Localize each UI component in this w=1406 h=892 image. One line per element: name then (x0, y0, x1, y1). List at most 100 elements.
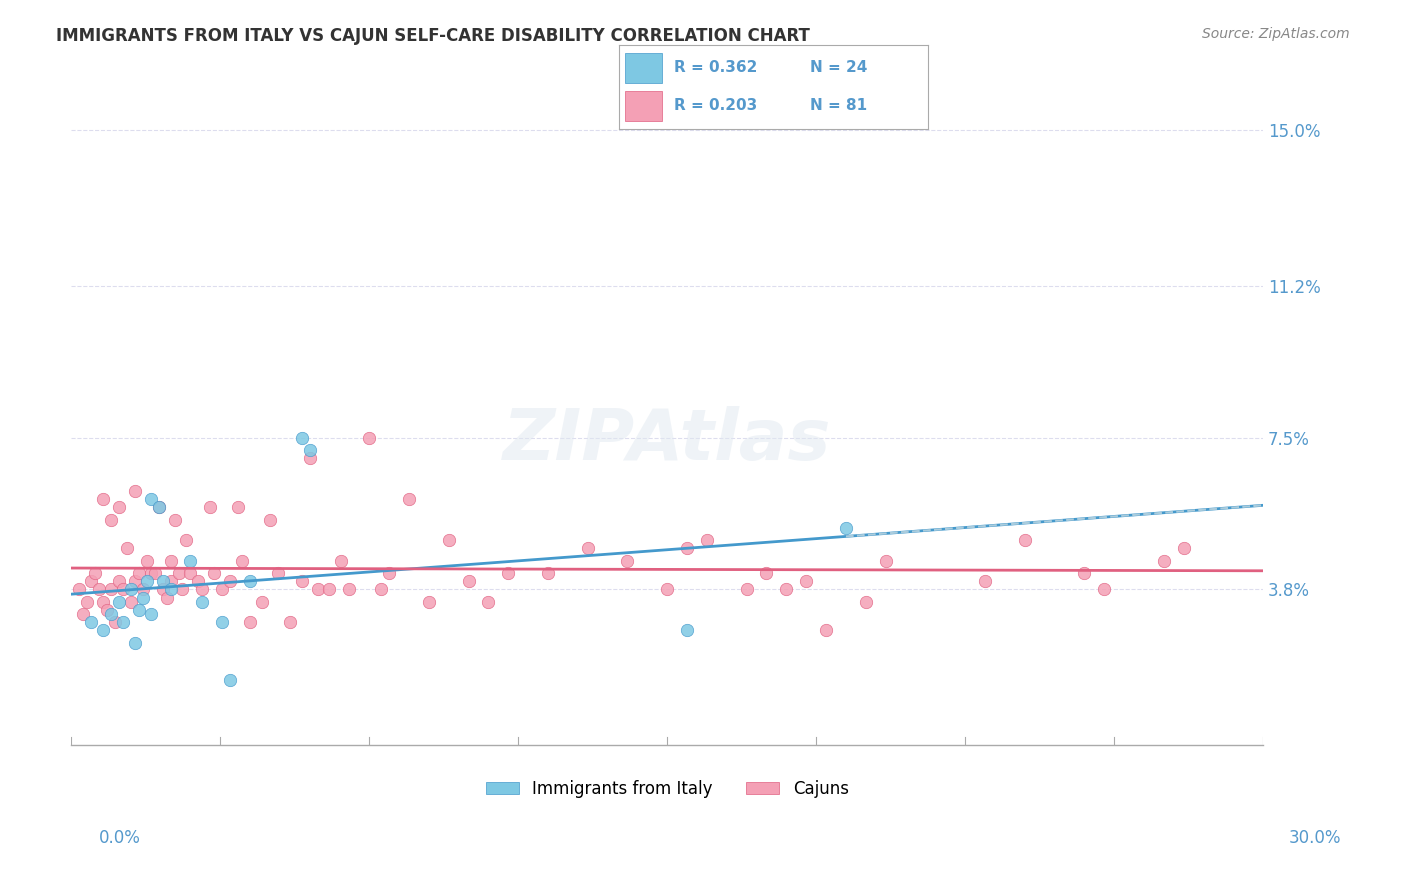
Point (135, 554, 157, 568)
Point (398, 492, 420, 507)
Point (226, 500, 249, 515)
Point (132, 582, 155, 597)
Point (124, 574, 146, 589)
Point (132, 591, 155, 605)
Point (148, 500, 170, 515)
Point (96, 603, 118, 617)
Point (875, 554, 897, 568)
Point (835, 521, 858, 535)
Point (120, 595, 142, 609)
Point (135, 574, 157, 589)
Point (111, 582, 134, 597)
Point (191, 595, 214, 609)
Point (291, 574, 314, 589)
Text: N = 24: N = 24 (810, 60, 868, 75)
Point (80, 574, 103, 589)
Point (120, 582, 142, 597)
Point (211, 582, 233, 597)
Point (139, 492, 162, 507)
Point (496, 566, 519, 580)
Point (291, 431, 314, 445)
Point (378, 566, 401, 580)
Point (91, 624, 114, 638)
Point (152, 574, 174, 589)
Point (1153, 554, 1175, 568)
Point (370, 582, 392, 597)
Point (148, 500, 170, 515)
Point (152, 582, 174, 597)
Point (1014, 533, 1036, 548)
Point (91, 492, 114, 507)
Point (179, 554, 201, 568)
Point (537, 566, 560, 580)
Point (124, 483, 146, 498)
Text: R = 0.362: R = 0.362 (675, 60, 758, 75)
Point (100, 582, 122, 597)
Point (139, 566, 162, 580)
Point (108, 595, 131, 609)
Point (855, 595, 877, 609)
Point (576, 541, 599, 556)
Point (176, 533, 198, 548)
Text: IMMIGRANTS FROM ITALY VS CAJUN SELF-CARE DISABILITY CORRELATION CHART: IMMIGRANTS FROM ITALY VS CAJUN SELF-CARE… (56, 27, 810, 45)
Point (298, 451, 321, 466)
Point (84, 566, 107, 580)
Point (67, 582, 90, 597)
Point (307, 582, 329, 597)
Point (108, 574, 131, 589)
Point (202, 566, 225, 580)
Point (155, 591, 177, 605)
Text: Source: ZipAtlas.com: Source: ZipAtlas.com (1202, 27, 1350, 41)
Point (477, 595, 499, 609)
Point (418, 595, 440, 609)
Point (974, 574, 997, 589)
Point (187, 574, 209, 589)
Point (267, 566, 290, 580)
Point (657, 582, 679, 597)
Point (330, 554, 353, 568)
Point (128, 603, 150, 617)
Point (616, 554, 638, 568)
FancyBboxPatch shape (624, 91, 662, 120)
Point (128, 566, 150, 580)
Legend: Immigrants from Italy, Cajuns: Immigrants from Italy, Cajuns (479, 773, 855, 805)
Point (219, 673, 242, 687)
Point (1173, 541, 1195, 556)
Point (87, 582, 110, 597)
Point (437, 533, 460, 548)
Point (239, 615, 262, 630)
Point (359, 431, 381, 445)
Point (108, 500, 131, 515)
Point (337, 582, 360, 597)
Point (115, 541, 138, 556)
Point (211, 615, 233, 630)
Point (298, 442, 321, 457)
Point (100, 607, 122, 621)
Point (676, 624, 699, 638)
Point (755, 566, 778, 580)
Point (139, 607, 162, 621)
Point (259, 513, 281, 527)
Point (318, 582, 340, 597)
Point (1092, 582, 1115, 597)
Point (143, 566, 166, 580)
Point (239, 574, 262, 589)
Point (163, 513, 186, 527)
Point (100, 513, 122, 527)
Point (278, 615, 301, 630)
Point (159, 554, 181, 568)
Point (775, 582, 797, 597)
Point (191, 582, 214, 597)
Point (159, 574, 181, 589)
Point (794, 574, 817, 589)
Point (124, 636, 146, 650)
Point (159, 582, 181, 597)
Point (676, 541, 699, 556)
Point (231, 554, 253, 568)
Text: 30.0%: 30.0% (1288, 829, 1341, 847)
Point (104, 615, 127, 630)
Text: R = 0.203: R = 0.203 (675, 98, 758, 113)
Point (200, 500, 222, 515)
Point (457, 574, 479, 589)
Point (80, 615, 103, 630)
